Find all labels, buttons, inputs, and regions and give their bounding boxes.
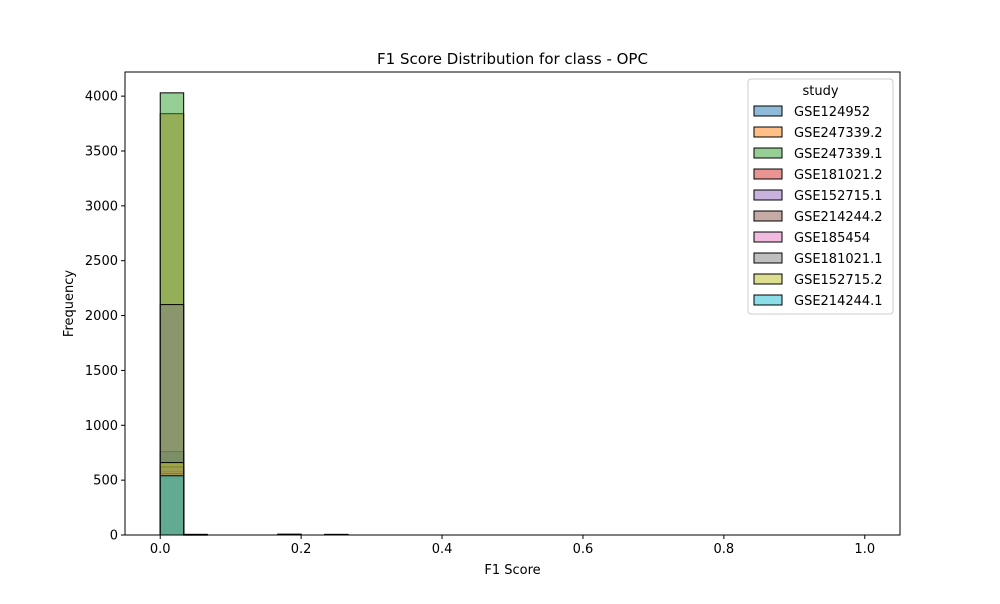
legend-label: GSE181021.1 [794,252,883,267]
chart-title: F1 Score Distribution for class - OPC [377,50,648,68]
x-tick-label: 0.4 [432,542,453,557]
legend-label: GSE214244.2 [794,210,883,225]
legend-swatch [754,253,782,263]
y-tick-label: 500 [93,474,118,489]
legend-swatch [754,169,782,179]
legend-swatch [754,274,782,284]
y-axis-label: Frequency [62,270,77,337]
x-axis-label: F1 Score [484,563,540,578]
legend: study GSE124952 GSE247339.2 GSE247339.1 GSE… [748,79,893,314]
legend-swatch [754,127,782,137]
histogram-bars [160,93,348,535]
x-tick-label: 0.0 [150,542,171,557]
legend-swatch [754,232,782,242]
legend-label: GSE181021.2 [794,168,883,183]
x-tick-label: 0.2 [291,542,312,557]
legend-swatch [754,148,782,158]
legend-label: GSE185454 [794,231,870,246]
legend-label: GSE247339.1 [794,147,883,162]
legend-swatch [754,211,782,221]
y-tick-label: 2500 [85,254,118,269]
legend-swatch [754,106,782,116]
y-tick-label: 0 [110,529,118,544]
x-tick-label: 0.8 [714,542,735,557]
x-axis-ticks: 0.0 0.2 0.4 0.6 0.8 1.0 [150,535,875,557]
y-axis-ticks: 0 500 1000 1500 2000 2500 3000 3500 4000 [85,90,125,544]
legend-label: GSE247339.2 [794,126,883,141]
x-tick-label: 1.0 [854,542,875,557]
legend-label: GSE152715.2 [794,273,883,288]
y-tick-label: 1500 [85,364,118,379]
legend-label: GSE152715.1 [794,189,883,204]
y-tick-label: 4000 [85,90,118,105]
legend-title: study [802,84,838,99]
y-tick-label: 1000 [85,419,118,434]
y-tick-label: 2000 [85,309,118,324]
legend-label: GSE214244.1 [794,294,883,309]
y-tick-label: 3500 [85,144,118,159]
y-tick-label: 3000 [85,199,118,214]
legend-label: GSE124952 [794,105,870,120]
histogram-bar-gse214244-1-0 [160,476,183,535]
x-tick-label: 0.6 [573,542,594,557]
legend-swatch [754,295,782,305]
legend-swatch [754,190,782,200]
